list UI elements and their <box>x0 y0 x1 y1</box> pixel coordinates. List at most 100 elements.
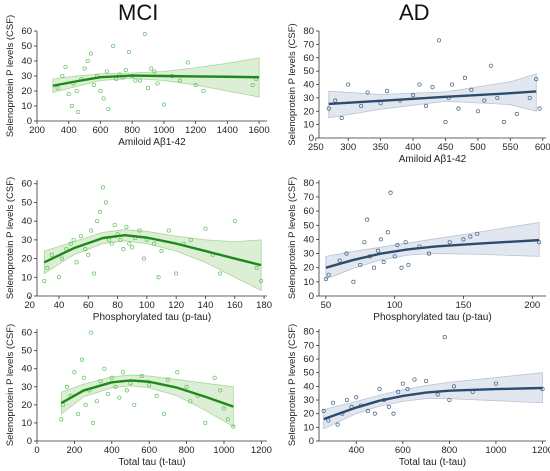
x-tick-label: 200 <box>66 445 82 456</box>
y-tick-label: 60 <box>21 328 32 339</box>
data-point <box>91 420 96 425</box>
x-tick-label: 600 <box>141 445 157 456</box>
column-title-mci: MCI <box>118 0 159 25</box>
data-point <box>371 265 377 270</box>
data-point <box>381 259 386 265</box>
data-point <box>410 93 416 98</box>
y-tick-label: 20 <box>21 86 32 97</box>
x-tick-label: 150 <box>456 300 472 311</box>
data-point <box>100 185 105 190</box>
data-point <box>326 418 331 423</box>
data-point <box>218 388 223 393</box>
y-tick-label: 40 <box>303 234 314 245</box>
data-point <box>81 375 86 380</box>
data-point <box>66 91 71 97</box>
confidence-band <box>328 73 537 119</box>
data-point <box>98 88 103 94</box>
data-point <box>231 424 236 429</box>
data-point <box>354 395 359 400</box>
y-tick-label: 60 <box>303 53 314 64</box>
data-point <box>74 88 79 94</box>
data-point <box>137 228 142 233</box>
data-point <box>475 231 480 236</box>
y-axis-label: Selenoprotein P levels (CSF) <box>5 177 16 299</box>
data-point <box>365 217 370 222</box>
data-point <box>121 247 126 252</box>
data-point <box>83 247 88 252</box>
fit-line <box>60 379 234 408</box>
data-point <box>412 377 417 382</box>
data-point <box>117 395 122 400</box>
x-tick-label: 1200 <box>532 445 550 456</box>
data-point <box>138 78 143 83</box>
data-point <box>95 219 100 224</box>
data-point <box>64 384 69 389</box>
y-tick-label: 0 <box>309 436 314 447</box>
data-point <box>392 254 397 259</box>
data-point <box>335 422 340 427</box>
data-point <box>69 103 74 109</box>
confidence-band <box>43 229 262 292</box>
confidence-band <box>323 372 543 430</box>
fit-line <box>325 238 540 269</box>
data-point <box>344 397 349 403</box>
y-tick-label: 30 <box>303 93 314 104</box>
y-tick-label: 0 <box>27 291 32 302</box>
y-tick-label: 20 <box>21 254 32 265</box>
data-point <box>333 98 338 103</box>
y-tick-label: 60 <box>21 179 32 190</box>
data-point <box>391 411 396 416</box>
data-point <box>68 241 73 246</box>
y-tick-label: 30 <box>303 249 314 260</box>
data-point <box>71 237 76 242</box>
data-point <box>495 95 500 100</box>
data-point <box>142 31 147 37</box>
data-point <box>493 381 498 386</box>
data-point <box>72 370 77 375</box>
data-point <box>79 357 84 362</box>
y-tick-label: 40 <box>303 80 314 91</box>
data-point <box>378 237 383 242</box>
data-point <box>386 404 391 409</box>
panel-2: 250 300 350 400 450 500 550 600 0 10 20 30 40 50 60 70 8… <box>287 23 550 165</box>
y-tick-label: 60 <box>303 354 314 365</box>
data-point <box>63 64 68 70</box>
data-point <box>344 251 349 256</box>
x-tick-label: 600 <box>535 142 550 153</box>
data-point <box>56 275 62 280</box>
data-point <box>124 224 129 229</box>
data-point <box>424 378 429 383</box>
data-point <box>365 408 370 414</box>
column-title-ad: AD <box>399 0 430 25</box>
data-point <box>399 265 404 270</box>
y-tick-label: 70 <box>303 340 314 351</box>
data-point <box>174 271 179 276</box>
data-point <box>102 366 107 371</box>
data-point <box>212 375 217 380</box>
data-point <box>92 271 97 276</box>
data-point <box>88 51 93 56</box>
data-point <box>83 402 88 407</box>
x-axis-label: Amiloid Aβ1-42 <box>399 154 467 165</box>
data-point <box>120 370 126 375</box>
x-tick-label: 1200 <box>185 125 206 136</box>
panel-5: 0 200 400 600 800 1000 1200 0 10 20 30 40 50 60 Total … <box>5 324 272 468</box>
y-tick-label: 10 <box>303 120 314 131</box>
fit-line <box>52 74 260 87</box>
data-point <box>103 200 108 205</box>
x-tick-label: 1200 <box>251 445 272 456</box>
data-point <box>406 262 411 267</box>
data-point <box>89 330 94 335</box>
data-point <box>188 237 193 242</box>
confidence-band <box>60 374 234 428</box>
data-point <box>462 75 467 80</box>
data-point <box>405 387 410 392</box>
panel-1: 200 400 600 800 1000 1200 1400 1600 0 10 20 30 40 50 6… <box>5 15 270 148</box>
x-axis-label: Phosphorylated tau (p-tau) <box>93 312 211 323</box>
data-point <box>337 258 342 263</box>
data-point <box>461 237 466 242</box>
data-point <box>86 252 91 257</box>
data-point <box>59 256 64 261</box>
data-point <box>124 388 129 393</box>
x-tick-label: 50 <box>321 300 332 311</box>
